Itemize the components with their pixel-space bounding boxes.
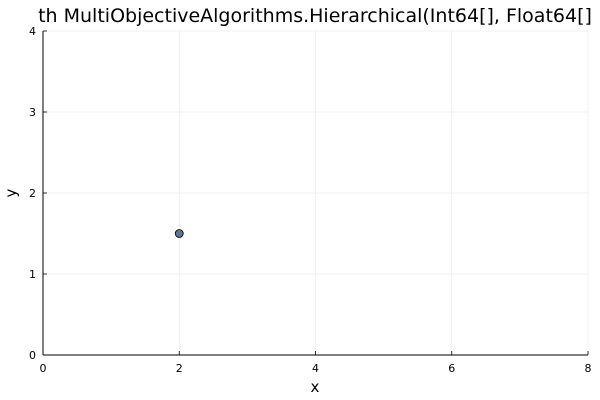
x-tick-label: 8 — [585, 362, 592, 375]
x-tick-label: 2 — [176, 362, 183, 375]
y-tick-label: 4 — [29, 25, 36, 38]
x-tick-labels: 0 2 4 6 8 — [40, 362, 592, 375]
y-tick-label: 0 — [29, 349, 36, 362]
x-tick-label: 4 — [312, 362, 319, 375]
y-tick-label: 3 — [29, 106, 36, 119]
y-tick-labels: 0 1 2 3 4 — [29, 25, 36, 362]
axes — [42, 31, 588, 356]
x-tick-label: 6 — [448, 362, 455, 375]
data-point — [174, 229, 184, 238]
x-axis-label: x — [311, 378, 320, 396]
y-axis-label: y — [2, 188, 20, 197]
x-tick-label: 0 — [40, 362, 47, 375]
data-points — [174, 229, 184, 238]
y-tick-label: 1 — [29, 268, 36, 281]
y-tick-label: 2 — [29, 187, 36, 200]
grid — [42, 30, 589, 356]
chart-title: th MultiObjectiveAlgorithms.Hierarchical… — [38, 5, 592, 27]
